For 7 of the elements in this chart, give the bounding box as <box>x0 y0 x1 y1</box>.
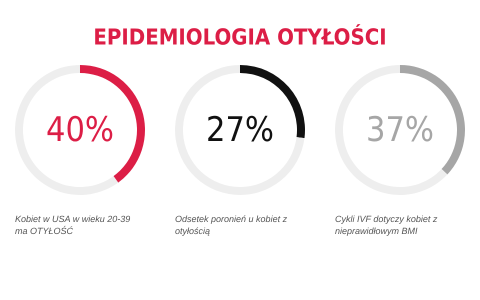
data-label: 27% <box>206 110 274 150</box>
text: EPIDEMIOLOGIA OTYŁOŚCI <box>93 24 387 50</box>
data-label: 40% <box>46 110 114 150</box>
text: Cykli IVF dotyczy kobiet z nieprawidłowym BMI <box>335 214 440 236</box>
data-label: 37% <box>366 110 434 150</box>
text: Odsetek poronień u kobiet z otyłością <box>175 214 290 236</box>
text: Kobiet w USA w wieku 20-39 ma OTYŁOŚĆ <box>15 214 133 236</box>
